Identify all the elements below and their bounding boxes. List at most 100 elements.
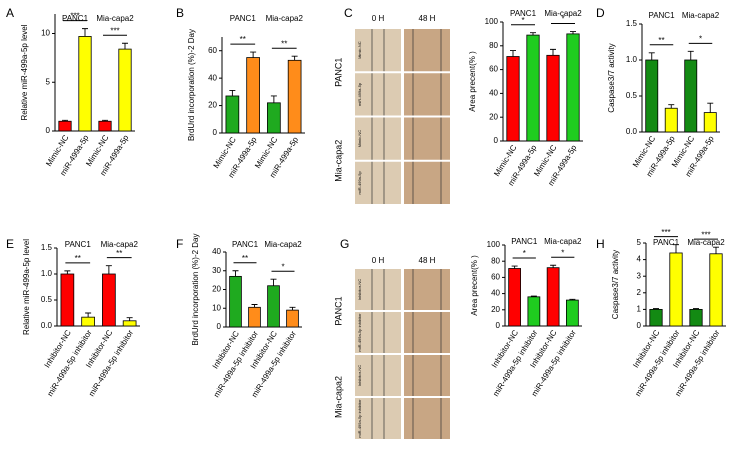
micrograph (404, 355, 450, 396)
error-bar (232, 270, 239, 277)
bar (649, 308, 663, 327)
y-axis-label: Caspase3/7 activity (611, 250, 620, 319)
bar (689, 308, 703, 327)
error-bar (653, 308, 659, 310)
significance-label: *** (110, 26, 119, 35)
micrograph (355, 355, 401, 396)
y-axis-label: Area precent(% ) (468, 51, 477, 112)
y-tick-label: 60 (489, 65, 498, 74)
y-tick-label: 0.0 (41, 321, 53, 330)
error-bar (648, 52, 655, 60)
bar (546, 54, 560, 142)
bar (703, 112, 717, 133)
bar (81, 316, 95, 327)
group-label: PANC1 (232, 240, 259, 249)
bar (684, 59, 698, 133)
bar (286, 309, 299, 328)
group-label: PANC1 (510, 9, 537, 18)
group-label: Mia-capa2 (96, 14, 134, 23)
error-bar (64, 270, 71, 274)
error-bar (570, 31, 576, 34)
error-bar (251, 304, 258, 308)
panel-letter: G (340, 237, 349, 251)
y-axis-label: BrdUrd incorporation (%)-2 Day (191, 233, 200, 345)
significance-label: * (521, 16, 524, 25)
bar (267, 102, 281, 134)
bar (506, 56, 520, 142)
panel-letter: C (344, 6, 353, 20)
bar (664, 107, 678, 133)
group-label: Mia-capa2 (264, 240, 302, 249)
group-label: Mia-capa2 (101, 240, 139, 249)
y-tick-label: 1.5 (626, 19, 638, 28)
bar (118, 48, 132, 132)
y-axis-label: Relative miR-499a-5p level (22, 239, 31, 335)
y-tick-label: 0 (637, 321, 642, 330)
error-bar (291, 55, 298, 61)
y-tick-label: 0.5 (41, 295, 53, 304)
y-tick-label: 60 (208, 46, 217, 55)
row-label: miR-499a-5p inhibitor (357, 399, 362, 438)
micrograph (355, 269, 401, 310)
error-bar (550, 264, 557, 268)
bar (527, 296, 541, 327)
micrograph (355, 117, 401, 160)
micrograph (404, 29, 450, 72)
group-label: Mia-capa2 (682, 11, 720, 20)
error-bar (85, 312, 92, 318)
group-label: PANC1 (653, 238, 680, 247)
column-label: 48 H (419, 14, 436, 23)
micrograph (355, 161, 401, 204)
bar (287, 59, 302, 134)
bar (122, 320, 137, 327)
y-tick-label: 20 (491, 305, 500, 314)
micrograph (404, 269, 450, 310)
y-axis-label: Caspase3/7 activity (607, 43, 616, 112)
bar (229, 275, 242, 328)
group-label: Mia-capa2 (687, 238, 725, 247)
bar (669, 252, 683, 327)
group-label: PANC1 (62, 14, 89, 23)
group-label: Mia-capa2 (544, 237, 582, 246)
group-label: Mia-capa2 (544, 9, 582, 18)
significance-label: ** (75, 254, 81, 263)
significance-label: ** (242, 254, 248, 263)
group-label: PANC1 (648, 11, 675, 20)
significance-label: *** (661, 228, 670, 237)
bar (102, 273, 116, 327)
error-bar (126, 317, 133, 321)
y-tick-label: 1.0 (626, 55, 638, 64)
y-tick-label: 20 (489, 112, 498, 121)
micrograph (355, 29, 401, 72)
panel-letter: D (596, 6, 605, 20)
y-tick-label: 0 (496, 321, 501, 330)
y-tick-label: 3 (637, 271, 642, 280)
micrograph (355, 398, 401, 439)
bar (225, 95, 240, 134)
bar (98, 120, 112, 132)
micrograph (404, 398, 450, 439)
bar (566, 299, 579, 327)
error-bar (668, 104, 675, 109)
y-tick-label: 10 (212, 303, 221, 312)
significance-label: * (561, 15, 564, 24)
micrograph (355, 312, 401, 353)
y-tick-label: 80 (491, 256, 500, 265)
micrograph (355, 73, 401, 116)
y-tick-label: 40 (208, 73, 217, 82)
y-tick-label: 40 (491, 289, 500, 298)
error-bar (511, 265, 518, 269)
bar (546, 267, 560, 327)
error-bar (289, 306, 296, 311)
y-tick-label: 60 (491, 273, 500, 282)
row-label: miR-499a-5p inhibitor (357, 313, 362, 352)
y-tick-label: 20 (208, 101, 217, 110)
group-label: Mia-capa2 (266, 14, 304, 23)
bar (709, 253, 723, 327)
panel-letter: A (6, 6, 14, 20)
group-label: PANC1 (333, 296, 343, 325)
bar (645, 59, 659, 133)
error-bar (569, 298, 576, 301)
y-tick-label: 0.0 (626, 127, 638, 136)
y-tick-label: 1 (637, 305, 642, 314)
